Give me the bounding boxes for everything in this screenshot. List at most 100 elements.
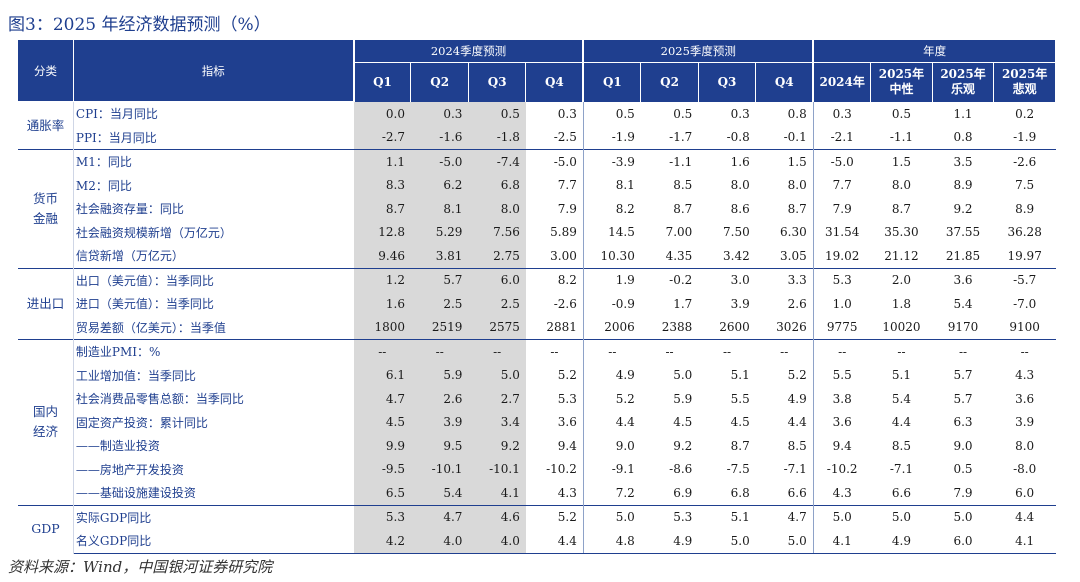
- value-cell: 3.81: [410, 244, 469, 268]
- value-cell: 8.9: [1015, 201, 1035, 216]
- value-cell: 7.5: [1015, 178, 1035, 193]
- value-cell: --: [410, 339, 469, 364]
- table-row: 社会融资规模新增（万亿元） 12.8 5.29 7.56 5.89 14.5 7.00 7.5…: [18, 220, 1056, 244]
- value-cell: 0.3: [813, 101, 871, 126]
- value-cell: 3.6: [525, 410, 584, 434]
- value-cell: 3.6: [1015, 391, 1035, 406]
- category-cell: 货币 金融: [18, 149, 74, 268]
- value-cell: 6.30: [755, 220, 814, 244]
- value-cell: 7.00: [665, 225, 693, 240]
- value-cell: --: [468, 339, 526, 364]
- value-cell: -10.1: [468, 457, 526, 481]
- table-row: 信贷新增（万亿元） 9.46 3.81 2.75 3.00 10.30 4.35 3.42 3.…: [18, 244, 1056, 268]
- header-annual-line2: 悲观: [1012, 82, 1037, 96]
- value-cell: 7.9: [525, 197, 584, 221]
- value-cell: 10020: [882, 320, 921, 335]
- value-cell: 31.54: [825, 225, 860, 240]
- value-cell: 4.9: [870, 529, 933, 554]
- indicator-label: 社会融资存量：同比: [75, 202, 184, 217]
- value-cell: 8.7: [353, 197, 411, 221]
- value-cell: 5.4: [953, 296, 973, 311]
- value-cell: 9.46: [353, 244, 411, 268]
- value-cell: 5.2: [525, 504, 584, 529]
- value-cell: 8.2: [615, 201, 635, 216]
- forecast-table: 分类 指标 2024季度预测 2025季度预测 年度 Q1 Q2 Q3 Q4 Q1 Q2 Q…: [18, 40, 1057, 554]
- value-cell: 9.0: [953, 438, 973, 453]
- value-cell: 4.9: [615, 368, 635, 383]
- value-cell: 21.85: [945, 248, 981, 263]
- category-cell: 国内 经济: [18, 339, 74, 505]
- header-category: 分类: [18, 40, 74, 102]
- value-cell: 4.1: [993, 529, 1056, 554]
- value-cell: -2.5: [525, 125, 584, 150]
- value-cell: 8.0: [891, 178, 911, 193]
- header-2024-q1-label: Q1: [373, 74, 392, 89]
- value-cell: 4.4: [993, 504, 1056, 529]
- value-cell: 5.9: [410, 363, 469, 387]
- header-subcolumns: Q1 Q2 Q3 Q4 Q1 Q2 Q3 Q4 2024年 2025年 中性 2025年 乐观 2025年…: [18, 62, 1056, 102]
- value-cell: 8.1: [410, 197, 469, 221]
- value-cell: 4.5: [353, 410, 411, 434]
- header-2024-q4: Q4: [525, 62, 585, 102]
- header-2024-q3: Q3: [468, 62, 527, 102]
- value-cell: 5.2: [755, 363, 814, 387]
- value-cell: 3.8: [832, 391, 852, 406]
- value-cell: 0.3: [525, 101, 584, 126]
- value-cell: 1.2: [353, 267, 411, 292]
- value-cell: 6.6: [891, 485, 911, 500]
- value-cell: 4.2: [353, 529, 411, 554]
- value-cell: 9775: [826, 320, 858, 335]
- category-cell: 通胀率: [18, 101, 74, 150]
- header-2025-q4: Q4: [755, 62, 815, 102]
- value-cell: 3.9: [410, 410, 469, 434]
- value-cell: -10.1: [410, 457, 469, 481]
- indicator-label: 固定资产投资：累计同比: [75, 415, 208, 430]
- value-cell: 4.0: [410, 529, 469, 554]
- value-cell: --: [353, 339, 411, 364]
- value-cell: 4.4: [755, 410, 814, 434]
- value-cell: 35.30: [884, 225, 919, 240]
- value-cell: 3.9: [730, 296, 750, 311]
- value-cell: 7.7: [525, 173, 584, 197]
- value-cell: 4.6: [468, 504, 526, 529]
- table-row: 进口（美元值）：当季同比 1.6 2.5 2.5 -2.6 -0.9 1.7 3.9 2.6 1.…: [18, 292, 1056, 316]
- value-cell: --: [993, 339, 1056, 364]
- value-cell: -2.6: [525, 292, 584, 316]
- indicator-label: 社会消费品零售总额：当季同比: [75, 392, 244, 407]
- value-cell: 1.0: [832, 296, 852, 311]
- value-cell: 4.4: [525, 529, 584, 554]
- indicator-label: 名义GDP同比: [73, 529, 354, 554]
- value-cell: -0.1: [755, 125, 814, 150]
- table-row: GDP 实际GDP同比 5.3 4.7 4.6 5.2 5.0 5.3 5.1 4.7 5.0 5.0…: [18, 504, 1056, 553]
- value-cell: 8.7: [891, 201, 911, 216]
- value-cell: 4.7: [755, 504, 814, 529]
- value-cell: 3.6: [932, 267, 994, 292]
- header-group-2024: 2024季度预测: [353, 40, 585, 63]
- value-cell: 1.7: [673, 296, 693, 311]
- value-cell: 4.1: [468, 481, 526, 505]
- value-cell: 5.0: [755, 529, 814, 554]
- value-cell: 8.6: [730, 201, 750, 216]
- value-cell: 3.6: [832, 415, 852, 430]
- value-cell: 8.7: [730, 438, 750, 453]
- header-2025-q3: Q3: [698, 62, 757, 102]
- value-cell: 5.5: [730, 391, 750, 406]
- header-2025-q1-label: Q1: [602, 74, 622, 89]
- value-cell: 6.9: [673, 485, 693, 500]
- header-annual-line2: 中性: [889, 82, 914, 96]
- table-row: ——制造业投资 9.9 9.5 9.2 9.4 9.0 9.2 8.7 8.5 9.4 8.5 9.0…: [18, 434, 1056, 458]
- table-row: PPI：当月同比 -2.7 -1.6 -1.8 -2.5 -1.9 -1.7 -0.8 -0.1…: [18, 125, 1056, 150]
- table-body: 通胀率 CPI：当月同比 0.0 0.3 0.5 0.3 0.5 0.5 0.3 0.8 0.3 0.…: [18, 101, 1056, 554]
- value-cell: 5.2: [525, 363, 584, 387]
- header-2025-q2: Q2: [640, 62, 699, 102]
- value-cell: 4.4: [891, 415, 911, 430]
- value-cell: 5.1: [698, 504, 756, 529]
- value-cell: 8.9: [953, 178, 973, 193]
- value-cell: 4.3: [1015, 368, 1035, 383]
- value-cell: 6.0: [468, 267, 526, 292]
- value-cell: 5.9: [673, 391, 693, 406]
- value-cell: 5.0: [813, 504, 871, 529]
- value-cell: 2.6: [410, 387, 469, 411]
- value-cell: 4.3: [525, 481, 584, 505]
- value-cell: -5.0: [525, 149, 584, 174]
